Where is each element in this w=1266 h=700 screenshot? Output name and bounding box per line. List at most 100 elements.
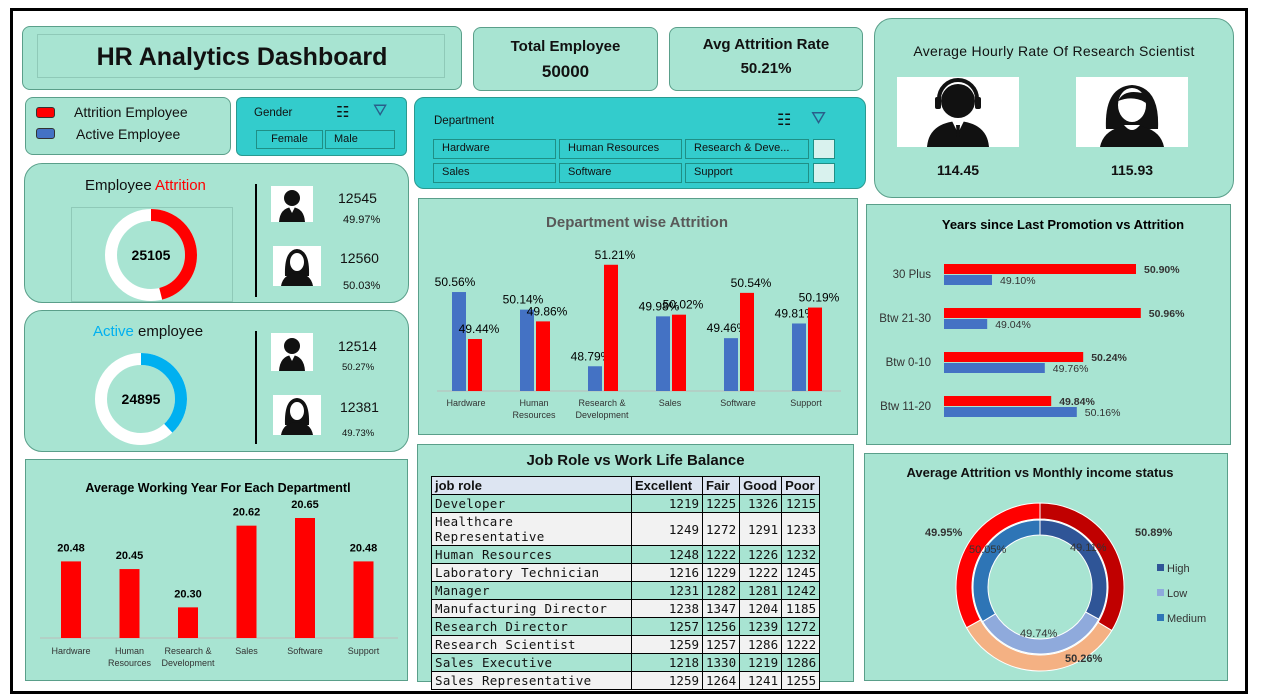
- promo-tick-label: Btw 0-10: [886, 357, 931, 369]
- department-slicer-label: Department: [434, 115, 495, 127]
- legend-swatch: [1157, 589, 1164, 596]
- table-cell: 1291: [739, 512, 783, 546]
- dept-attrition-chart: Department wise Attrition 50.56% 49.44% Ha…: [435, 214, 841, 420]
- table-cell: 1204: [739, 599, 783, 618]
- dept-tick-label: Sales: [659, 398, 682, 408]
- dept-attrition-chart-card: Department wise Attrition 50.56% 49.44% Ha…: [418, 198, 858, 435]
- working-year-bar-label: 20.45: [116, 550, 144, 562]
- table-cell: 1255: [781, 671, 821, 690]
- attrition-swatch: [36, 107, 55, 118]
- table-cell: 1326: [739, 494, 783, 513]
- table-cell: 1347: [701, 599, 741, 618]
- monthly-income-card: Average Attrition vs Monthly income stat…: [864, 453, 1228, 681]
- promo-bar: [944, 396, 1052, 406]
- gender-slicer-label: Gender: [254, 107, 293, 119]
- table-cell: Sales Executive: [431, 653, 632, 672]
- hourly-rate-card: Average Hourly Rate Of Research Scientis…: [874, 18, 1234, 198]
- working-year-chart-card: Average Working Year For Each Department…: [25, 459, 408, 681]
- dept-attrition-title: Department wise Attrition: [546, 214, 728, 231]
- table-cell: 1222: [701, 545, 741, 564]
- clear-filter-icon[interactable]: ⛛: [811, 108, 827, 128]
- table-cell: 1219: [739, 653, 783, 672]
- active-total: 24895: [122, 391, 161, 407]
- table-row: Manufacturing Director 1238 1347 1204 1185: [431, 599, 821, 618]
- male-hourly-rate: 114.45: [936, 162, 980, 178]
- table-cell: Manager: [431, 581, 632, 600]
- dept-bar-label: 50.56%: [435, 275, 476, 289]
- promo-bar: [944, 363, 1045, 373]
- avg-attrition-label: Avg Attrition Rate: [702, 36, 830, 53]
- female-icon: [273, 246, 321, 286]
- table-header: Fair: [701, 476, 741, 495]
- dept-option-hardware[interactable]: Hardware: [433, 139, 556, 159]
- multi-select-icon[interactable]: ☷: [336, 104, 350, 121]
- table-cell: 1229: [701, 563, 741, 582]
- job-role-table: job role Excellent Fair Good Poor Developer 12…: [431, 476, 821, 690]
- working-year-bar: [236, 525, 257, 638]
- donut-slice: [955, 502, 1041, 629]
- slicer-scroll-down[interactable]: [813, 163, 835, 183]
- total-employee-label: Total Employee: [510, 38, 621, 55]
- promo-tick-label: Btw 11-20: [880, 401, 931, 413]
- promotion-chart-title: Years since Last Promotion vs Attrition: [942, 217, 1184, 232]
- female-avatar-icon: [1076, 77, 1188, 147]
- table-cell: 1231: [631, 581, 703, 600]
- clear-filter-icon[interactable]: ⛛: [373, 101, 388, 120]
- attrition-donut-arc: [105, 209, 197, 301]
- slicer-scroll-up[interactable]: [813, 139, 835, 159]
- table-row: Healthcare Representative 1249 1272 1291 123…: [431, 512, 821, 546]
- promo-bar-label: 49.76%: [1053, 363, 1089, 375]
- working-year-bar: [61, 561, 81, 638]
- working-year-tick-label: Software: [287, 646, 323, 656]
- gender-option-female[interactable]: Female: [256, 130, 323, 149]
- table-cell: 1259: [631, 635, 703, 654]
- dept-tick-label: Hardware: [446, 398, 485, 408]
- working-year-chart: Average Working Year For Each Department…: [40, 481, 398, 668]
- active-female-count: 12381: [340, 399, 379, 415]
- table-cell: 1242: [781, 581, 821, 600]
- table-header: Good: [739, 476, 783, 495]
- table-cell: Developer: [431, 494, 632, 513]
- active-legend-label: Active Employee: [76, 126, 181, 142]
- department-slicer: Department ☷ ⛛ Hardware Human Resources …: [414, 97, 866, 189]
- table-row: Developer 1219 1225 1326 1215: [431, 494, 821, 513]
- donut-data-label: 50.89%: [1135, 527, 1173, 539]
- page-title: HR Analytics Dashboard: [96, 43, 388, 71]
- table-cell: Research Director: [431, 617, 632, 636]
- table-row: Research Director 1257 1256 1239 1272: [431, 617, 821, 636]
- table-cell: 1286: [739, 635, 783, 654]
- donut-data-label: 49.11%: [1070, 542, 1107, 554]
- gender-option-male[interactable]: Male: [325, 130, 395, 149]
- dept-tick-label: Software: [720, 398, 756, 408]
- table-cell: 1264: [701, 671, 741, 690]
- male-avatar-icon: [897, 77, 1019, 147]
- dept-option-human-resources[interactable]: Human Resources: [559, 139, 682, 159]
- monthly-income-donut: 50.89% 50.26% 49.95% 49.11% 49.74% 50.05% High…: [925, 502, 1206, 672]
- dept-bar: [808, 307, 822, 391]
- table-cell: 1286: [781, 653, 821, 672]
- dept-tick-label: Human: [519, 398, 548, 408]
- table-cell: 1330: [701, 653, 741, 672]
- working-year-bar-label: 20.48: [350, 542, 378, 554]
- table-cell: 1248: [631, 545, 703, 564]
- table-row: Human Resources 1248 1222 1226 1232: [431, 545, 821, 564]
- dept-bar: [604, 264, 618, 391]
- attrition-male-count: 12545: [338, 190, 377, 206]
- avg-attrition-value: 50.21%: [740, 60, 792, 77]
- gender-slicer: Gender ☷ ⛛ Female Male: [236, 97, 407, 156]
- dept-option-sales[interactable]: Sales: [433, 163, 556, 183]
- dept-bar: [536, 321, 550, 391]
- attrition-female-count: 12560: [340, 250, 379, 266]
- table-cell: 1241: [739, 671, 783, 690]
- working-year-bar-label: 20.30: [174, 588, 202, 600]
- dept-option-research[interactable]: Research & Deve...: [685, 139, 809, 159]
- multi-select-icon[interactable]: ☷: [777, 112, 792, 129]
- female-hourly-rate: 115.93: [1110, 162, 1154, 178]
- table-cell: 1218: [631, 653, 703, 672]
- dept-tick-label: Support: [790, 398, 822, 408]
- table-row: Manager 1231 1282 1281 1242: [431, 581, 821, 600]
- dept-option-support[interactable]: Support: [685, 163, 809, 183]
- hourly-rate-title: Average Hourly Rate Of Research Scientis…: [913, 43, 1195, 59]
- dept-bar: [724, 338, 738, 391]
- dept-option-software[interactable]: Software: [559, 163, 682, 183]
